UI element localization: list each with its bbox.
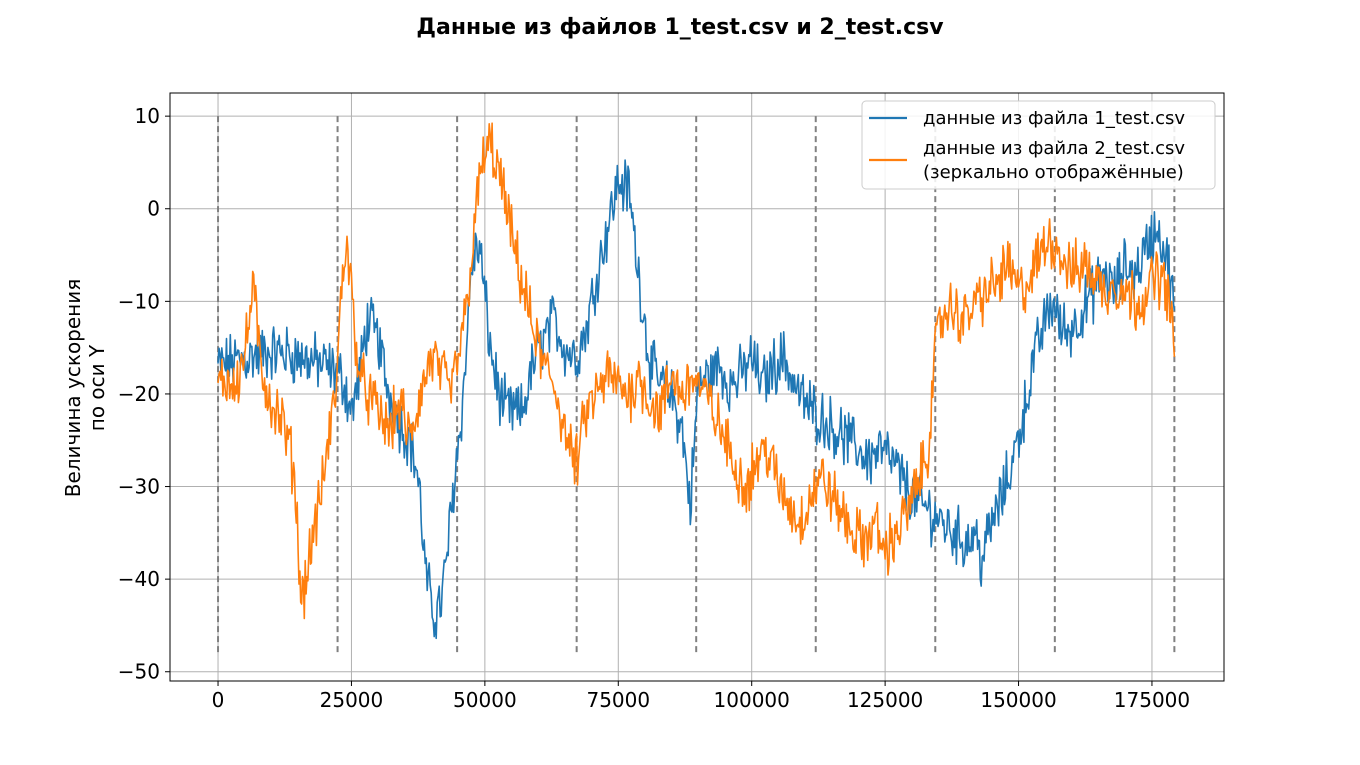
series-line-2 [217,122,1176,620]
series-line-1 [217,159,1176,640]
x-tick-label: 150000 [980,688,1056,712]
y-tick-label: −40 [118,567,160,591]
legend-label-2: (зеркально отображённые) [923,162,1184,183]
y-axis-label: Величина ускорения по оси Y [61,279,109,498]
y-tick-label: 10 [135,104,160,128]
x-tick-label: 175000 [1114,688,1190,712]
axis-ticks: 0 25000 50000 75000 100000 125000 150000 175000… [118,104,1190,712]
y-tick-label: −10 [118,289,160,313]
y-axis-label-line2: по оси Y [85,344,109,431]
legend: данные из файла 1_test.csv данные из файл… [861,100,1216,190]
y-tick-label: −50 [118,660,160,684]
plot-frame [169,92,1225,682]
x-tick-label: 125000 [847,688,923,712]
legend-box [861,100,1216,190]
y-tick-label: −30 [118,475,160,499]
x-tick-label: 100000 [714,688,790,712]
chart-title: Данные из файлов 1_test.csv и 2_test.csv [416,15,944,40]
x-tick-label: 50000 [453,688,517,712]
x-tick-label: 0 [212,688,225,712]
y-tick-label: 0 [147,197,160,221]
x-tick-label: 25000 [320,688,384,712]
x-tick-label: 75000 [586,688,650,712]
y-tick-label: −20 [118,382,160,406]
series-lines [217,122,1176,640]
legend-label-1: данные из файла 1_test.csv [923,108,1185,129]
legend-label-2: данные из файла 2_test.csv [923,138,1185,159]
y-axis-label-line1: Величина ускорения [61,279,85,498]
